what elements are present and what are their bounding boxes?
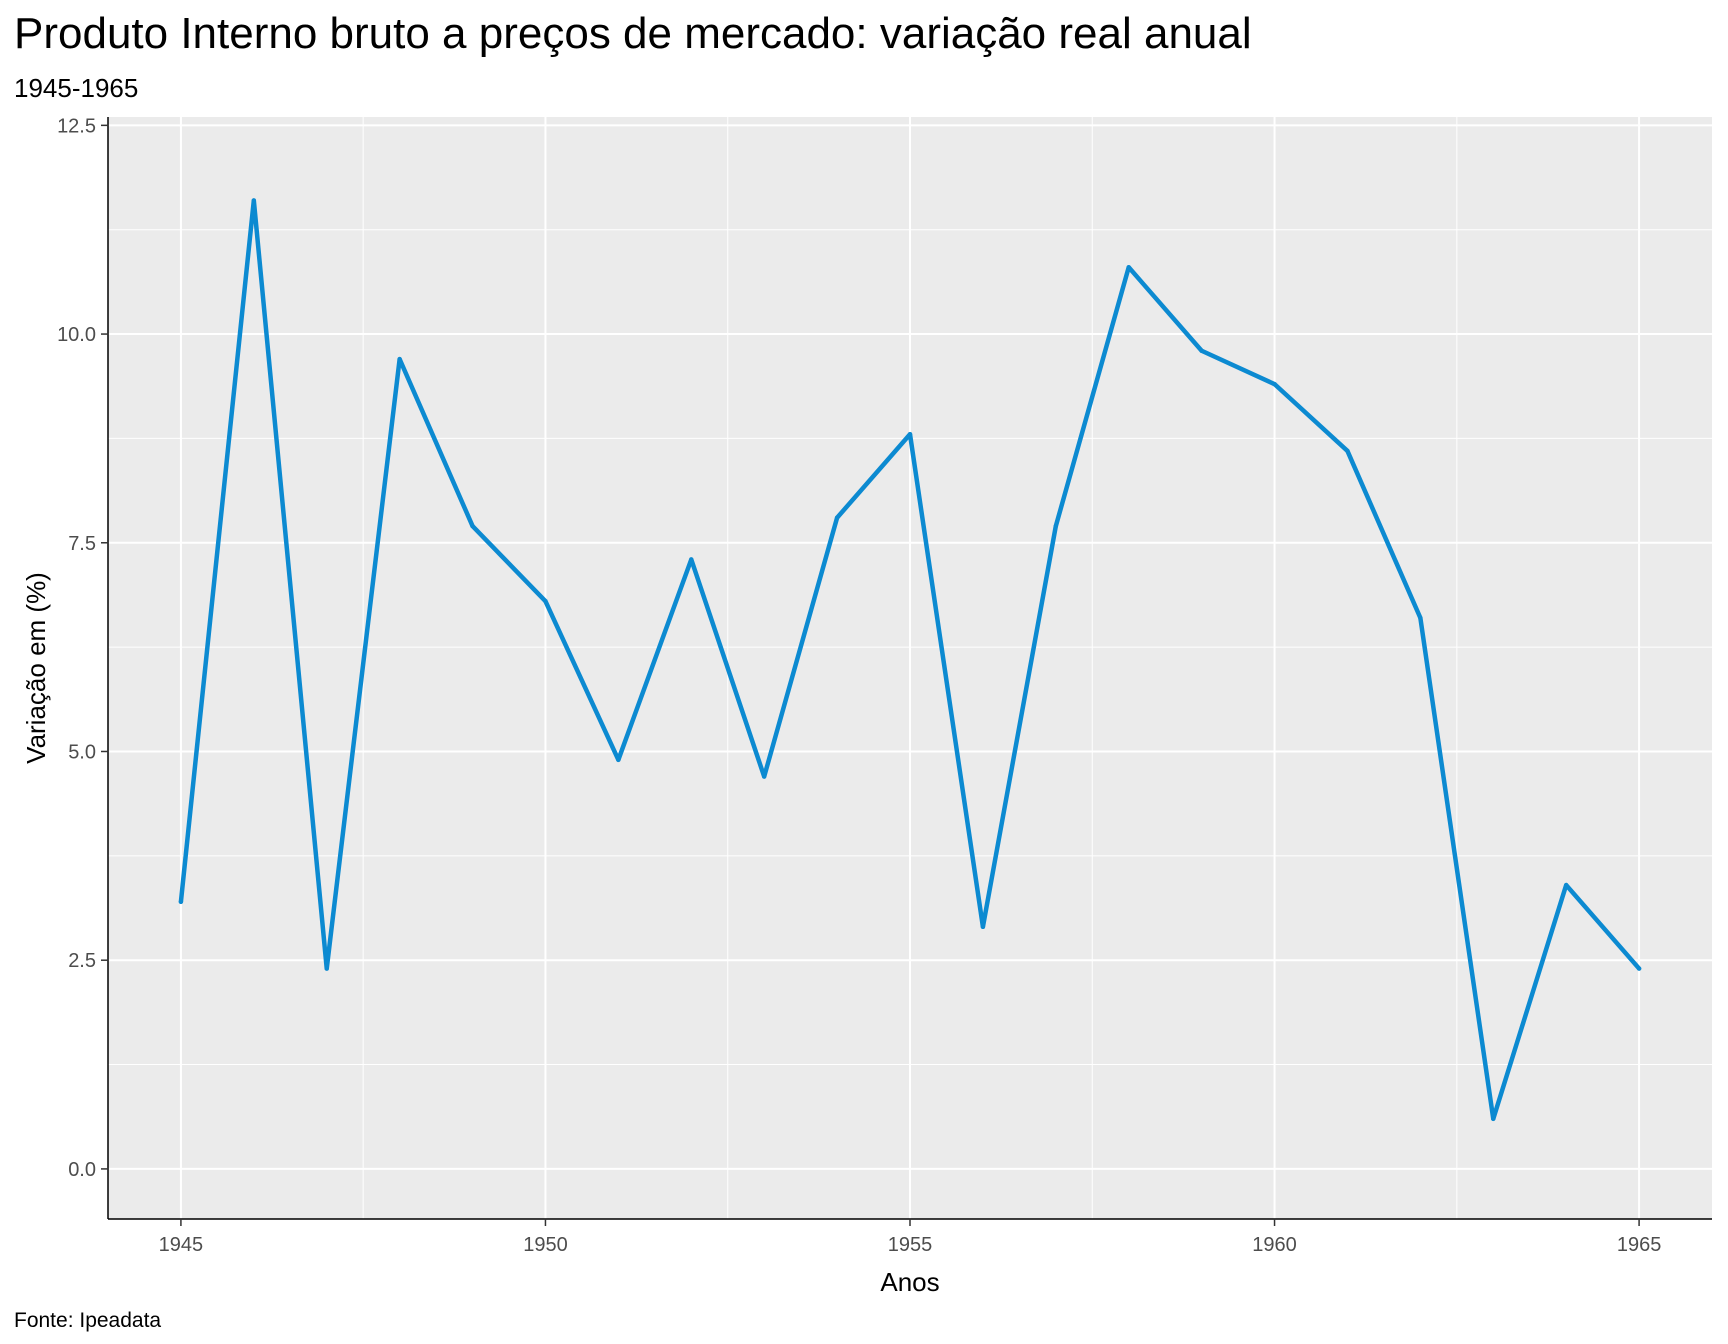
data-point <box>1053 523 1059 529</box>
data-point <box>1491 1116 1496 1122</box>
data-point <box>1636 966 1642 971</box>
x-tick-label: 1950 <box>523 1234 568 1256</box>
x-tick-label: 1960 <box>1252 1234 1297 1256</box>
chart-subtitle: 1945-1965 <box>14 73 139 103</box>
data-point <box>543 599 548 604</box>
y-axis: 0.0 2.5 5.0 7.5 10.0 12.5 <box>57 115 108 1181</box>
data-point <box>470 523 475 529</box>
data-point <box>178 899 184 904</box>
y-tick-label: 7.5 <box>68 533 96 555</box>
y-tick-label: 10.0 <box>57 324 96 346</box>
data-point <box>834 515 840 520</box>
data-points <box>178 198 1642 1122</box>
data-point <box>689 557 694 562</box>
data-point <box>251 198 257 203</box>
data-point <box>324 966 329 971</box>
data-point <box>1126 265 1131 270</box>
data-point <box>980 924 986 930</box>
chart-title: Produto Interno bruto a preços de mercad… <box>14 9 1252 58</box>
x-tick-label: 1945 <box>159 1234 204 1256</box>
y-tick-label: 2.5 <box>68 950 96 972</box>
y-tick-label: 0.0 <box>68 1159 96 1181</box>
grid-major <box>108 117 1712 1219</box>
data-point <box>1272 381 1277 387</box>
y-axis-title: Variação em (%) <box>21 572 51 764</box>
x-axis: 1945 1950 1955 1960 1965 <box>159 1219 1662 1256</box>
data-point <box>616 757 621 763</box>
data-point <box>397 356 402 362</box>
data-point <box>761 774 767 779</box>
x-tick-label: 1955 <box>888 1234 933 1256</box>
data-point <box>1563 882 1569 888</box>
chart-caption: Fonte: Ipeadata <box>14 1309 162 1332</box>
x-axis-title: Anos <box>880 1267 939 1297</box>
data-point <box>1199 348 1204 353</box>
data-point <box>1345 448 1350 454</box>
y-tick-label: 5.0 <box>68 741 96 763</box>
x-tick-label: 1965 <box>1617 1234 1662 1256</box>
data-point <box>907 432 913 437</box>
y-tick-label: 12.5 <box>57 115 96 137</box>
data-point <box>1418 615 1423 621</box>
